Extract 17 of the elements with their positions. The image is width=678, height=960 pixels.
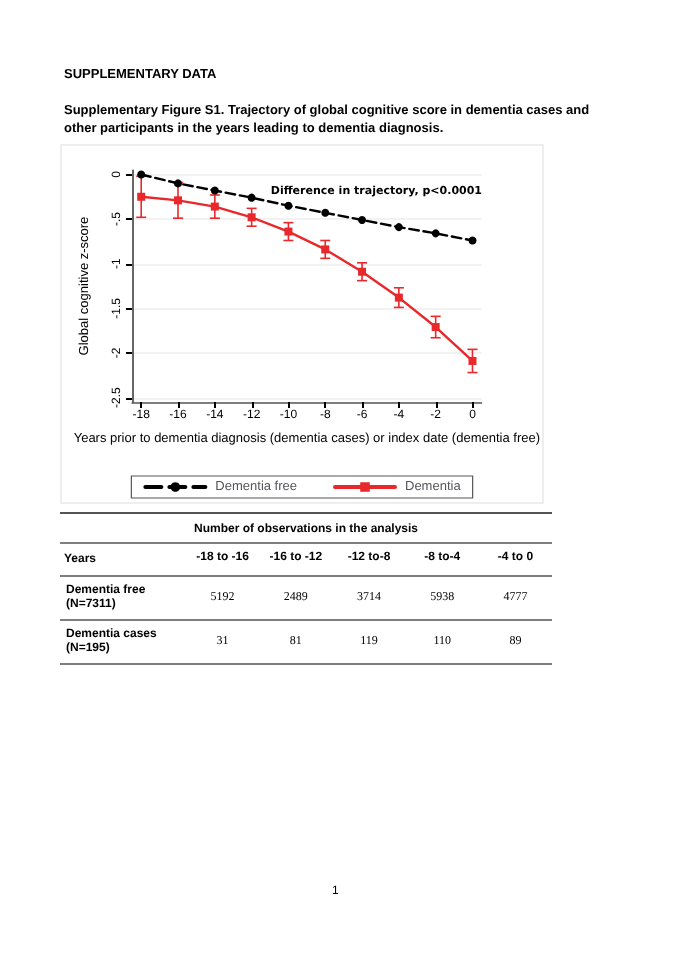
- point: [284, 227, 293, 236]
- point: [358, 267, 367, 276]
- point: [394, 223, 403, 232]
- point: [137, 192, 146, 201]
- point: [284, 201, 293, 210]
- point: [394, 293, 403, 302]
- point: [210, 202, 219, 211]
- point: [174, 196, 183, 205]
- point: [358, 215, 367, 224]
- point: [431, 229, 440, 238]
- point: [431, 323, 440, 332]
- point: [468, 356, 477, 365]
- point: [321, 208, 330, 217]
- point: [247, 213, 256, 222]
- point: [468, 236, 477, 245]
- point: [247, 193, 256, 202]
- point: [321, 245, 330, 254]
